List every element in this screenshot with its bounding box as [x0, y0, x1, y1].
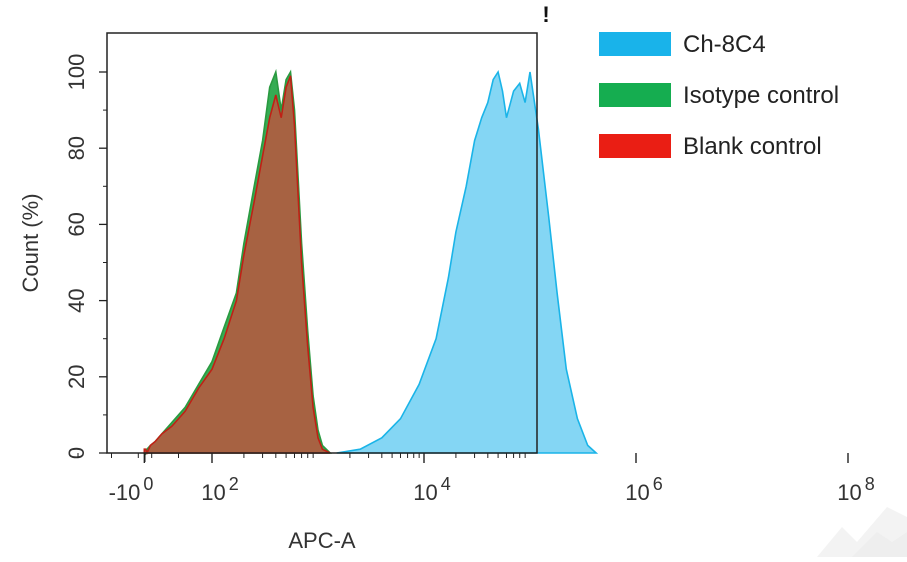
- y-tick-label-100: 100: [64, 54, 89, 91]
- x-tick-label-1: 10 2: [201, 474, 239, 505]
- axis-layer: 0 20 40 60 80 100 -10 0 10 2 10 4 10 6 10 8: [64, 54, 875, 505]
- corner-mark: !: [542, 2, 549, 27]
- plot-frame: [106, 32, 538, 454]
- y-axis-title: Count (%): [18, 193, 43, 292]
- x-tick-label-4: 10 8: [837, 474, 875, 505]
- y-tick-label-60: 60: [64, 212, 89, 236]
- y-tick-label-0: 0: [64, 447, 89, 459]
- legend: Ch-8C4 Isotype control Blank control: [599, 31, 839, 160]
- legend-swatch-blank-control: [599, 134, 671, 158]
- plot-layer: [143, 68, 599, 456]
- y-tick-label-40: 40: [64, 288, 89, 312]
- legend-label-ch-8c4: Ch-8C4: [683, 31, 766, 58]
- series-area-blank-control: [143, 75, 331, 456]
- x-axis-title: APC-A: [288, 528, 356, 553]
- y-tick-label-80: 80: [64, 136, 89, 160]
- x-tick-label-0: -10 0: [109, 474, 154, 505]
- legend-label-blank-control: Blank control: [683, 133, 822, 160]
- series-area-ch-8c4: [336, 69, 599, 454]
- y-tick-label-20: 20: [64, 365, 89, 389]
- legend-swatch-ch-8c4: [599, 32, 671, 56]
- legend-label-isotype-control: Isotype control: [683, 82, 839, 109]
- legend-swatch-isotype-control: [599, 83, 671, 107]
- x-tick-label-3: 10 6: [625, 474, 663, 505]
- x-tick-label-2: 10 4: [413, 474, 451, 505]
- watermark-decoration: [817, 507, 907, 557]
